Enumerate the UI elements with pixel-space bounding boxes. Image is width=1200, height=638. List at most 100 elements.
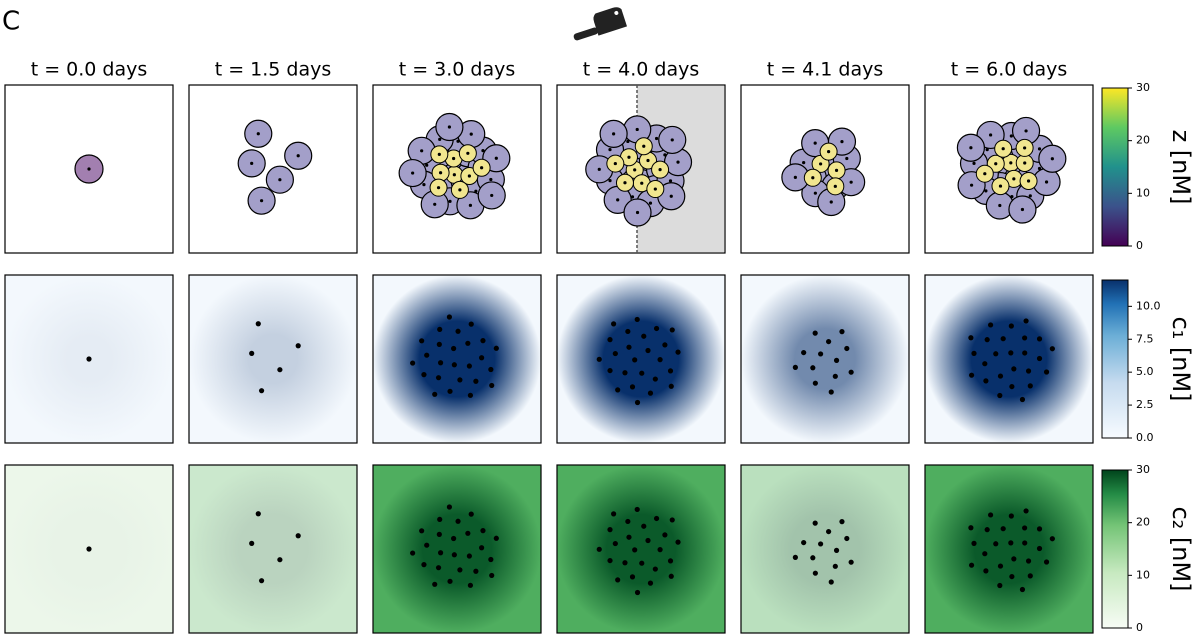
cell-dot (457, 567, 463, 573)
cell-dot (818, 541, 824, 547)
nucleus (640, 181, 644, 185)
cell-dot (812, 380, 818, 386)
cell-dot (792, 364, 798, 370)
cell-dot (421, 562, 427, 568)
cell-dot (615, 387, 621, 393)
cell-dot (997, 582, 1003, 589)
cell-dot (844, 345, 850, 352)
cell-dot (647, 390, 654, 396)
colorbar-label: c₂ [nM] (1167, 506, 1195, 591)
nucleus (623, 181, 627, 185)
cell-dot (1025, 368, 1032, 374)
cell-dot (997, 373, 1004, 379)
cell-dot (639, 370, 645, 376)
nucleus (983, 172, 987, 176)
nucleus (1050, 157, 1054, 161)
column-title: t = 1.5 days (215, 59, 332, 81)
cell-dot (801, 539, 807, 546)
nucleus (811, 176, 815, 180)
cell-dot (612, 350, 618, 357)
nucleus (1020, 207, 1025, 212)
nucleus (635, 210, 640, 215)
cell-dot (596, 356, 602, 362)
nucleus (467, 174, 471, 178)
column-title: t = 3.0 days (399, 59, 516, 81)
cell-dot (437, 360, 444, 366)
cell-dot (480, 338, 486, 344)
cell-dot (467, 582, 474, 588)
cell-dot (622, 560, 628, 566)
nucleus (452, 156, 456, 161)
cell-dot (437, 326, 443, 333)
cell-dot (987, 512, 994, 518)
nucleus (489, 177, 493, 182)
cell-dot (1009, 573, 1015, 580)
nucleus (972, 161, 976, 166)
cell-dot (632, 357, 638, 363)
cell-dot (446, 504, 453, 510)
nucleus (985, 148, 989, 152)
cell-dot (675, 539, 681, 545)
nucleus (658, 168, 662, 172)
cell-dot (1049, 536, 1055, 542)
cell-dot (607, 367, 613, 374)
column-title: t = 4.1 days (767, 59, 884, 81)
colorbar-tick-label: 10 (1136, 568, 1150, 581)
colorbar-tick-label: 0.0 (1136, 431, 1154, 444)
nucleus (1010, 194, 1014, 199)
cell-dot (615, 577, 621, 583)
nucleus (813, 141, 817, 145)
nucleus (250, 161, 254, 165)
cell-dot (455, 328, 461, 334)
cell-dot (645, 537, 651, 544)
nucleus (1001, 147, 1005, 151)
cell-dot (1023, 318, 1029, 324)
nucleus (635, 127, 639, 132)
nucleus (458, 188, 462, 192)
nucleus (646, 158, 650, 163)
nucleus (827, 149, 831, 154)
cell-dot (596, 546, 602, 552)
cell-dot (419, 338, 425, 344)
nucleus (648, 201, 653, 205)
colorbar-label: c₁ [nM] (1167, 316, 1195, 401)
nucleus (608, 178, 612, 183)
cell-dot (611, 321, 617, 327)
nucleus (802, 160, 806, 165)
nucleus (438, 171, 443, 175)
cell-dot (466, 553, 472, 559)
cell-dot (971, 350, 977, 357)
nucleus (481, 149, 485, 153)
cell-dot (612, 540, 618, 547)
nucleus (608, 148, 612, 152)
cell-dot (1043, 559, 1050, 565)
colorbar-tick-label: 2.5 (1136, 398, 1154, 411)
nucleus (278, 178, 282, 182)
cell-dot (641, 523, 647, 529)
cell-dot (801, 349, 807, 356)
panel-frame (740, 464, 910, 634)
panel-frame (924, 464, 1094, 634)
cell-dot (1036, 336, 1043, 342)
cell-dot (971, 540, 977, 547)
cell-dot (424, 352, 430, 358)
nucleus (670, 138, 674, 142)
cell-dot (625, 328, 631, 335)
cell-dot (1009, 383, 1015, 390)
cell-dot (844, 535, 850, 542)
cell-dot (657, 547, 663, 553)
cell-dot (997, 563, 1004, 569)
nucleus (627, 155, 631, 159)
cell-dot (645, 347, 651, 354)
nucleus (984, 189, 988, 193)
nucleus (969, 146, 973, 150)
cell-dot (662, 342, 668, 348)
cell-dot (818, 351, 824, 357)
nucleus (833, 184, 837, 188)
nucleus (813, 191, 817, 195)
cell-dot (432, 581, 438, 587)
colorbar (1101, 87, 1129, 247)
nucleus (1023, 146, 1027, 150)
cell-dot (839, 329, 845, 335)
